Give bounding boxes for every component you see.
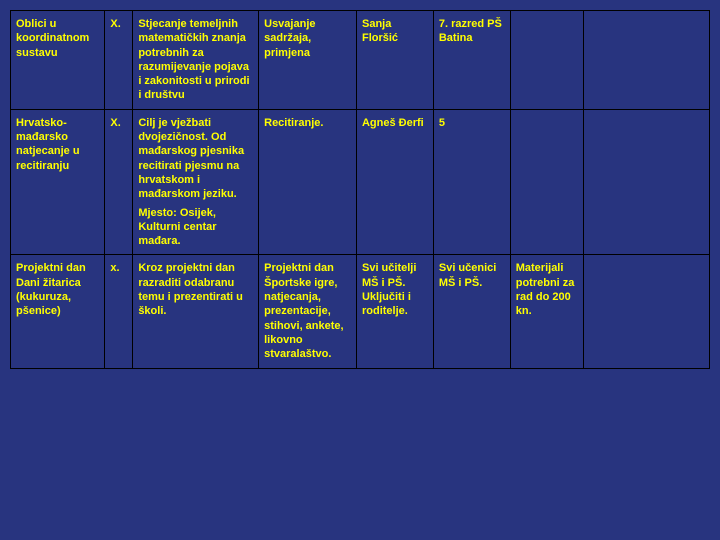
- cell-month: X.: [105, 11, 133, 110]
- cell-teacher: Svi učitelji MŠ i PŠ. Uključiti i rodite…: [356, 255, 433, 368]
- cell-method: Usvajanje sadržaja, primjena: [259, 11, 357, 110]
- cell-topic: Projektni dan Dani žitarica (kukuruza, p…: [11, 255, 105, 368]
- cell-goal-main: Stjecanje temeljnih matematičkih znanja …: [138, 17, 253, 103]
- cell-extra2: [584, 109, 710, 255]
- table-row: Hrvatsko-mađarsko natjecanje u recitiran…: [11, 109, 710, 255]
- cell-extra2: [584, 255, 710, 368]
- cell-extra2: [584, 11, 710, 110]
- cell-topic: Hrvatsko-mađarsko natjecanje u recitiran…: [11, 109, 105, 255]
- cell-goal-main: Kroz projektni dan razraditi odabranu te…: [138, 261, 253, 318]
- cell-class: Svi učenici MŠ i PŠ.: [433, 255, 510, 368]
- table-row: Projektni dan Dani žitarica (kukuruza, p…: [11, 255, 710, 368]
- cell-extra1: [510, 11, 583, 110]
- cell-goal-main: Cilj je vježbati dvojezičnost. Od mađars…: [138, 116, 253, 202]
- table-body: Oblici u koordinatnom sustavu X. Stjecan…: [11, 11, 710, 369]
- cell-goal-sub: Mjesto: Osijek, Kulturni centar mađara.: [138, 206, 253, 249]
- cell-method: Projektni dan Športske igre, natjecanja,…: [259, 255, 357, 368]
- cell-teacher: Sanja Floršić: [356, 11, 433, 110]
- cell-class: 7. razred PŠ Batina: [433, 11, 510, 110]
- cell-method: Recitiranje.: [259, 109, 357, 255]
- cell-teacher: Agneš Đerfi: [356, 109, 433, 255]
- table-row: Oblici u koordinatnom sustavu X. Stjecan…: [11, 11, 710, 110]
- cell-month: X.: [105, 109, 133, 255]
- cell-extra1: Materijali potrebni za rad do 200 kn.: [510, 255, 583, 368]
- cell-goal: Stjecanje temeljnih matematičkih znanja …: [133, 11, 259, 110]
- cell-goal: Kroz projektni dan razraditi odabranu te…: [133, 255, 259, 368]
- cell-class: 5: [433, 109, 510, 255]
- cell-goal: Cilj je vježbati dvojezičnost. Od mađars…: [133, 109, 259, 255]
- cell-month: x.: [105, 255, 133, 368]
- cell-extra1: [510, 109, 583, 255]
- cell-topic: Oblici u koordinatnom sustavu: [11, 11, 105, 110]
- schedule-table: Oblici u koordinatnom sustavu X. Stjecan…: [10, 10, 710, 369]
